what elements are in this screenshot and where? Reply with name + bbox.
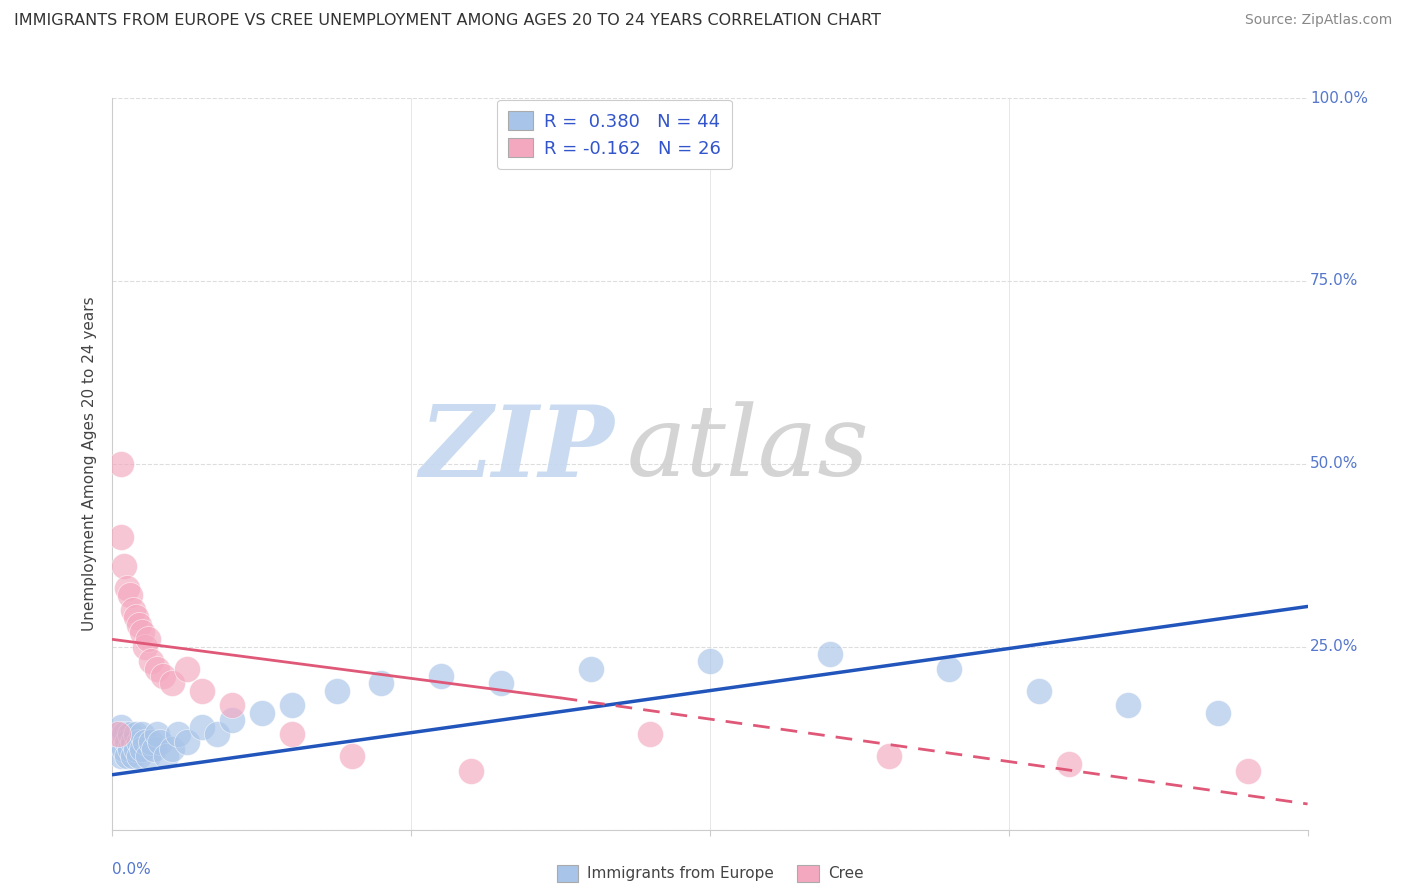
Point — [877, 749, 901, 764]
Point — [176, 735, 198, 749]
Legend: Immigrants from Europe, Cree: Immigrants from Europe, Cree — [551, 859, 869, 888]
Point — [125, 727, 148, 741]
Point — [107, 727, 129, 741]
Point — [938, 662, 960, 676]
Point — [128, 749, 150, 764]
Point — [250, 706, 273, 720]
Point — [489, 676, 512, 690]
Point — [125, 742, 148, 756]
Point — [1206, 706, 1229, 720]
Point — [125, 610, 148, 624]
Point — [138, 632, 160, 647]
Point — [460, 764, 482, 778]
Text: Source: ZipAtlas.com: Source: ZipAtlas.com — [1244, 13, 1392, 28]
Point — [141, 735, 163, 749]
Point — [122, 749, 145, 764]
Point — [176, 662, 198, 676]
Point — [120, 727, 142, 741]
Point — [340, 749, 363, 764]
Point — [131, 727, 153, 741]
Point — [114, 727, 135, 741]
Point — [699, 654, 721, 668]
Point — [131, 625, 153, 640]
Point — [143, 742, 166, 756]
Text: 100.0%: 100.0% — [1310, 91, 1368, 105]
Point — [430, 669, 453, 683]
Point — [325, 683, 347, 698]
Text: IMMIGRANTS FROM EUROPE VS CREE UNEMPLOYMENT AMONG AGES 20 TO 24 YEARS CORRELATIO: IMMIGRANTS FROM EUROPE VS CREE UNEMPLOYM… — [14, 13, 882, 29]
Point — [370, 676, 392, 690]
Point — [117, 749, 139, 764]
Point — [110, 530, 132, 544]
Text: 50.0%: 50.0% — [1310, 457, 1358, 471]
Point — [110, 720, 132, 734]
Point — [221, 713, 243, 727]
Point — [114, 559, 135, 574]
Point — [152, 669, 174, 683]
Point — [281, 698, 304, 713]
Point — [1118, 698, 1140, 713]
Point — [117, 735, 139, 749]
Text: 75.0%: 75.0% — [1310, 274, 1358, 288]
Point — [117, 581, 139, 595]
Point — [162, 676, 183, 690]
Point — [128, 735, 150, 749]
Point — [134, 735, 156, 749]
Point — [146, 662, 169, 676]
Point — [1057, 756, 1080, 771]
Point — [638, 727, 662, 741]
Point — [146, 727, 169, 741]
Point — [162, 742, 183, 756]
Point — [120, 589, 142, 603]
Point — [131, 742, 153, 756]
Point — [155, 749, 177, 764]
Point — [134, 640, 156, 654]
Point — [191, 683, 214, 698]
Point — [120, 742, 142, 756]
Point — [122, 603, 145, 617]
Point — [281, 727, 304, 741]
Point — [167, 727, 190, 741]
Text: 25.0%: 25.0% — [1310, 640, 1358, 654]
Point — [191, 720, 214, 734]
Point — [149, 735, 172, 749]
Text: ZIP: ZIP — [419, 401, 614, 498]
Point — [221, 698, 243, 713]
Point — [110, 457, 132, 471]
Point — [122, 735, 145, 749]
Point — [818, 647, 841, 661]
Y-axis label: Unemployment Among Ages 20 to 24 years: Unemployment Among Ages 20 to 24 years — [82, 296, 97, 632]
Text: atlas: atlas — [626, 401, 869, 497]
Point — [110, 749, 132, 764]
Point — [128, 617, 150, 632]
Text: 0.0%: 0.0% — [112, 863, 152, 878]
Point — [138, 749, 160, 764]
Point — [579, 662, 602, 676]
Point — [107, 727, 129, 741]
Point — [1028, 683, 1050, 698]
Point — [114, 742, 135, 756]
Point — [1237, 764, 1260, 778]
Point — [205, 727, 228, 741]
Point — [141, 654, 163, 668]
